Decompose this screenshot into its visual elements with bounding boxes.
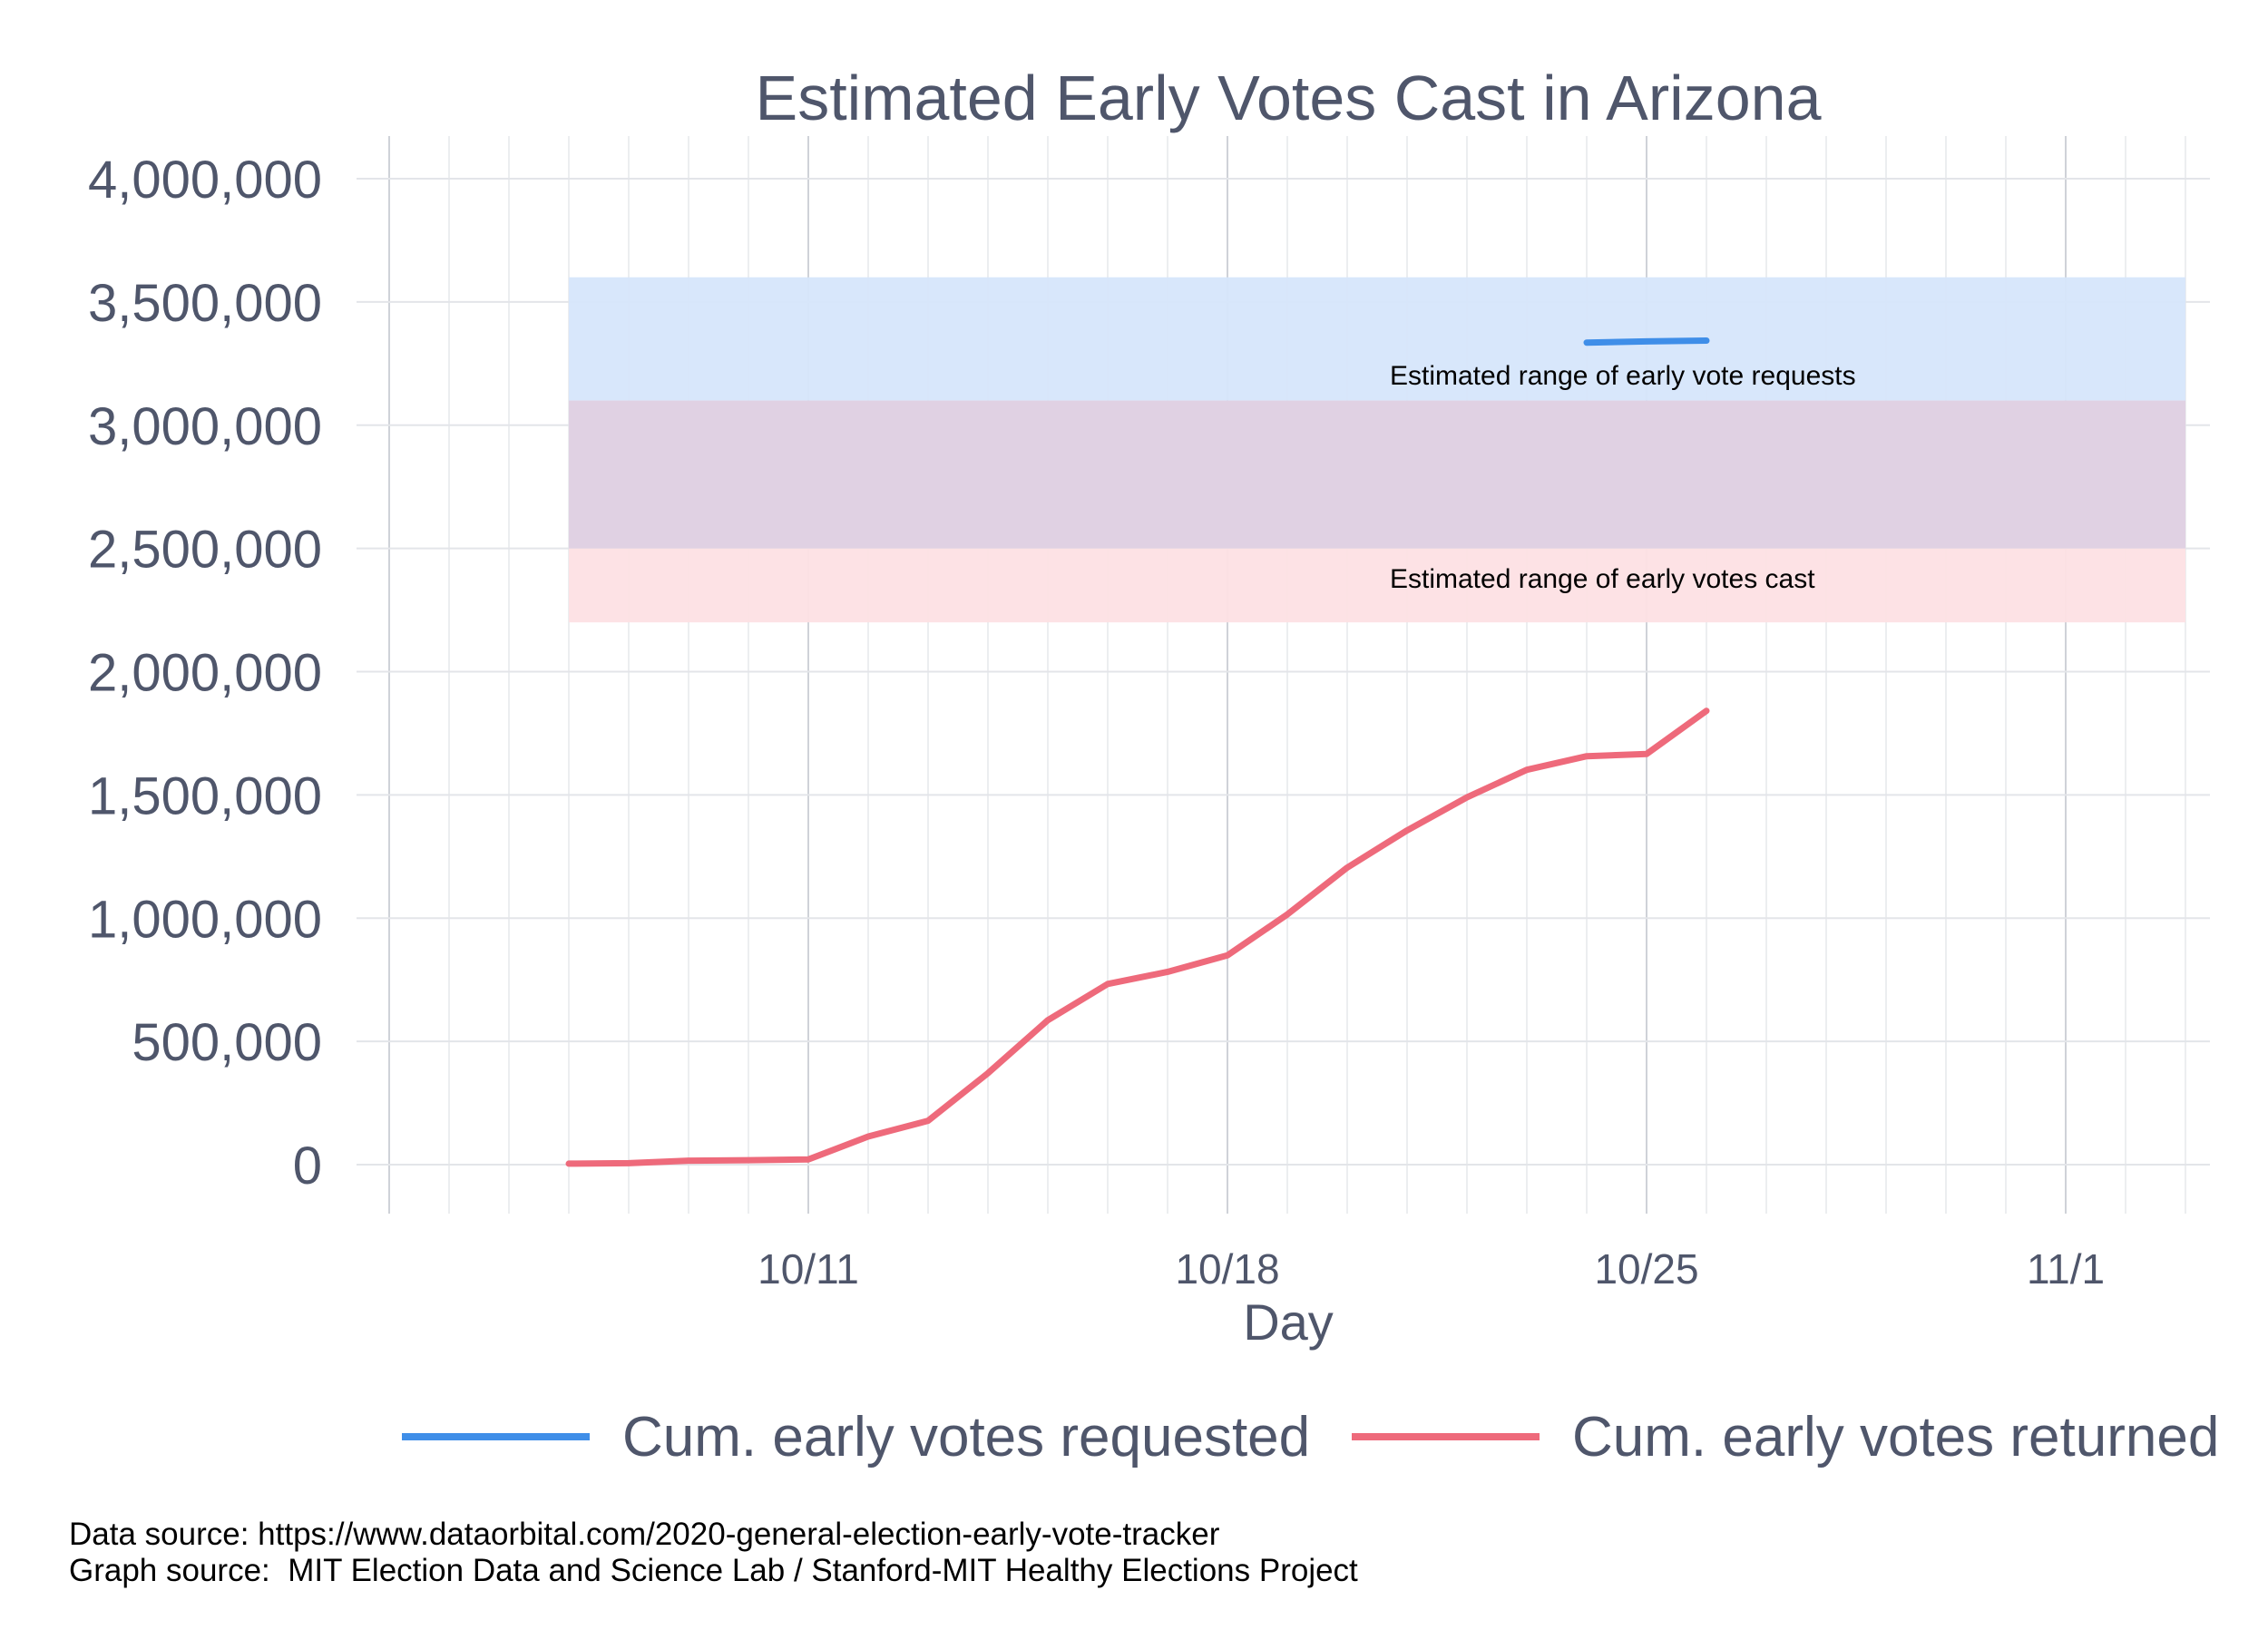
legend-label-returned: Cum. early votes returned [1572,1406,2219,1468]
band-votes-cast [569,548,2185,623]
legend: Cum. early votes requested Cum. early vo… [402,1406,2219,1468]
x-tick-label: 10/25 [1594,1245,1698,1293]
series-line-requested [1583,337,1710,346]
y-axis-ticks: 0 500,000 1,000,000 1,500,000 2,000,000 2,500… [88,151,322,1195]
x-tick-label: 10/18 [1175,1245,1279,1293]
band-requests [569,277,2185,401]
y-tick-label: 2,000,000 [88,644,322,703]
x-tick-label: 10/11 [758,1245,859,1293]
y-tick-label: 0 [293,1137,322,1195]
y-tick-label: 1,000,000 [88,890,322,949]
band-overlap [569,400,2185,549]
legend-label-requested: Cum. early votes requested [622,1406,1310,1468]
series-line-returned [565,707,1710,1167]
range-bands [569,277,2185,623]
series-lines [565,337,1710,1167]
chart-title: Estimated Early Votes Cast in Arizona [756,63,1822,133]
annotation-requests: Estimated range of early vote requests [1390,361,1856,391]
footer-data-source: Data source: https://www.dataorbital.com… [69,1517,1220,1552]
footer-graph-source: Graph source: MIT Election Data and Scie… [69,1553,1358,1588]
y-tick-label: 500,000 [132,1013,322,1072]
y-tick-label: 2,500,000 [88,521,322,580]
y-tick-label: 4,000,000 [88,151,322,210]
band-annotations: Estimated range of early vote requests E… [1390,361,1856,594]
y-tick-label: 3,000,000 [88,397,322,456]
y-tick-label: 1,500,000 [88,766,322,825]
x-axis-ticks: 10/11 10/18 10/25 11/1 [758,1245,2105,1293]
x-axis-label: Day [1243,1293,1334,1351]
y-tick-label: 3,500,000 [88,274,322,333]
annotation-votes-cast: Estimated range of early votes cast [1390,564,1815,594]
x-tick-label: 11/1 [2027,1245,2105,1293]
